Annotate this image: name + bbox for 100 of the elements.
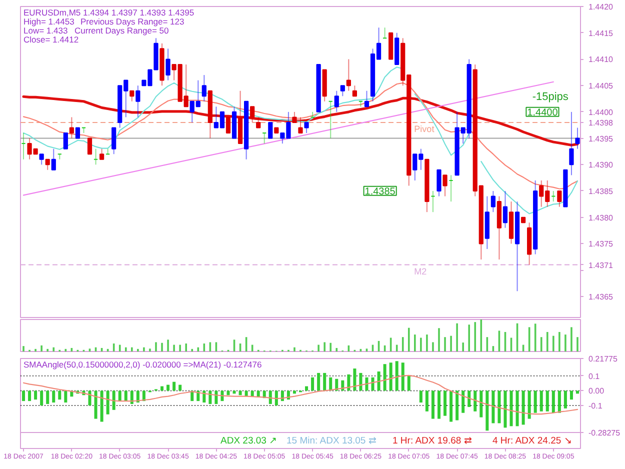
bar (172, 382, 176, 391)
bar (546, 390, 549, 412)
bar (232, 390, 236, 394)
bar (64, 390, 68, 403)
annotation: Current Days Range= 50 (74, 26, 170, 36)
bar (383, 364, 386, 391)
y-tick-label: -0.1 (588, 401, 603, 410)
bar (34, 390, 38, 400)
annotation: 1.4400 (527, 107, 558, 118)
bar (256, 390, 260, 397)
bar (564, 390, 567, 408)
bar (492, 390, 495, 424)
bar (558, 390, 561, 413)
bar (250, 390, 254, 397)
bar (268, 390, 272, 404)
candlestick (268, 122, 273, 139)
y-tick-label: 1.4410 (588, 55, 614, 64)
bar (486, 390, 489, 431)
y-tick-label: 1.4371 (588, 260, 614, 270)
bar (516, 390, 519, 426)
bar (214, 390, 218, 404)
bar (425, 390, 428, 412)
bar (40, 390, 44, 406)
bar (377, 371, 380, 391)
bar (329, 377, 332, 391)
y-tick-label: 0.00 (588, 386, 605, 396)
y-tick-label: 1.4400 (588, 108, 614, 117)
bar (166, 384, 170, 391)
bar (504, 390, 507, 428)
annotation: Close= 1.4412 (24, 34, 79, 44)
bar (419, 390, 422, 403)
bar (142, 390, 146, 402)
bar (202, 390, 206, 403)
y-tick-label: 0.21775 (588, 354, 618, 364)
y-tick-label: -0.28275 (588, 428, 621, 438)
line-series (22, 374, 578, 415)
candlestick (75, 127, 80, 139)
annotation: 1.4385 (364, 186, 396, 198)
bar (353, 368, 356, 391)
bar (576, 390, 579, 394)
y-tick-label: 1.4385 (588, 186, 614, 196)
y-tick-label: 1.4365 (588, 292, 614, 302)
bar (94, 390, 98, 419)
bar (534, 390, 537, 413)
bar (22, 390, 26, 402)
y-tick-label: 1.4405 (588, 82, 614, 91)
annotation: Previous Days Range= 123 (80, 16, 184, 26)
bar (570, 390, 573, 400)
bar (238, 390, 242, 396)
annotation: Low= 1.433 (24, 26, 68, 36)
bar (437, 390, 440, 419)
text: 1 Hr: ADX 19.68 ⇄ (392, 436, 472, 446)
y-tick-label: 1.4395 (588, 134, 614, 144)
text: 15 Min: ADX 13.05 ⇄ (286, 436, 376, 446)
bar (540, 390, 543, 412)
bar (311, 377, 314, 391)
chart-title: EURUSDm,M5 1.4394 1.4397 1.4393 1.4395 (24, 8, 194, 18)
bar (468, 390, 471, 407)
bar (52, 390, 56, 403)
text: ADX 23.03 ↗ (220, 436, 278, 446)
bar (100, 390, 104, 422)
bar (244, 390, 248, 397)
bar (112, 390, 116, 410)
bar (88, 390, 92, 406)
y-tick-label: 1.4390 (588, 160, 614, 170)
bar (510, 390, 513, 426)
bar (359, 372, 362, 391)
bar (130, 390, 134, 404)
y-tick-label: 1.4380 (588, 213, 614, 222)
candlestick (63, 132, 68, 150)
bar (395, 361, 398, 391)
y-tick-label: 0.1 (588, 372, 600, 381)
bar (389, 362, 392, 391)
text: 4 Hr: ADX 24.25 ↘ (492, 436, 572, 446)
bar (480, 390, 483, 418)
candlestick (226, 116, 231, 134)
bar (274, 390, 278, 406)
bar (450, 390, 453, 422)
bar (106, 390, 110, 414)
candlestick (87, 138, 92, 155)
bar (431, 390, 434, 419)
bar (58, 390, 62, 400)
bar (456, 390, 459, 420)
bar (323, 372, 326, 391)
ref-line-label: Pivot (414, 124, 435, 134)
annotation: High= 1.4453 (24, 16, 75, 26)
bar (28, 390, 32, 402)
y-tick-label: 1.4415 (588, 28, 614, 38)
bar (498, 390, 501, 424)
bar (462, 390, 465, 413)
bar (347, 374, 350, 391)
bar (401, 362, 404, 391)
bar (178, 384, 182, 391)
bar (317, 372, 320, 391)
chart-title: SMAAngle(50,0.15000000,2,0) -0.020000 =>MA(21) -0.127476 (24, 360, 262, 370)
y-tick-label: 1.4420 (588, 2, 614, 12)
bar (528, 390, 531, 419)
bar (552, 390, 555, 413)
bar (124, 390, 128, 402)
bar (226, 390, 230, 396)
